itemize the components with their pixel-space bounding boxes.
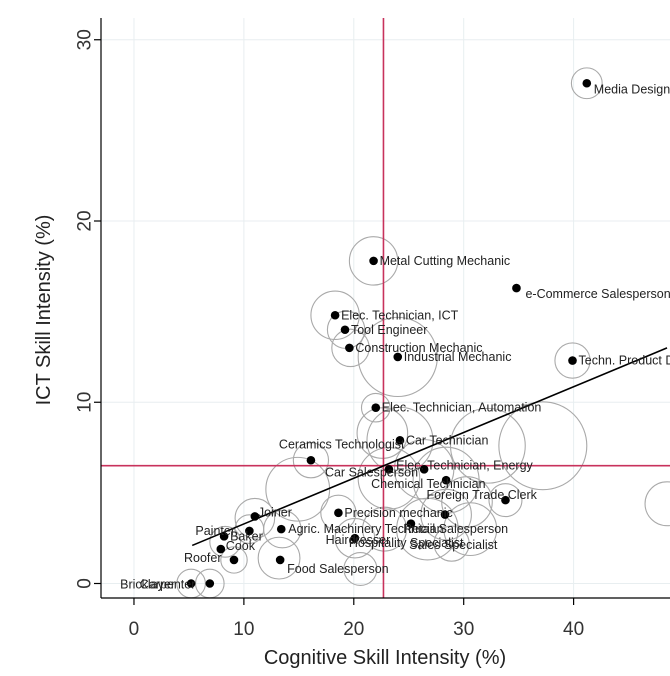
data-point — [582, 79, 591, 88]
x-axis-title: Cognitive Skill Intensity (%) — [264, 647, 506, 669]
point-label: Metal Cutting Mechanic — [380, 254, 511, 268]
point-label-layer: Media Designer Metal Cutting Mechanic e-Co… — [120, 82, 670, 591]
x-tick-label: 40 — [563, 619, 584, 640]
data-point — [331, 311, 340, 320]
point-label: Elec. Technician, ICT — [341, 308, 459, 322]
data-point — [568, 356, 577, 365]
y-axis-title: ICT Skill Intensity (%) — [33, 215, 55, 406]
bubble — [645, 482, 670, 526]
point-label: Media Designer — [594, 82, 670, 96]
y-tick-label: 20 — [75, 210, 96, 231]
point-label: Techn. Product Designer — [579, 354, 670, 368]
point-label: Foreign Trade Clerk — [426, 488, 537, 502]
point-label: Car Technician — [406, 433, 489, 447]
x-tick-label: 20 — [343, 619, 364, 640]
point-label: Sales Specialist — [409, 538, 498, 552]
x-tick-label: 10 — [233, 619, 254, 640]
y-tick-label: 10 — [75, 392, 96, 413]
data-point — [371, 403, 380, 412]
x-tick-label: 30 — [453, 619, 474, 640]
point-label: Joiner — [258, 505, 292, 519]
data-point — [345, 344, 354, 353]
data-point — [334, 509, 343, 518]
point-label: Food Salesperson — [287, 562, 389, 576]
point-label: e-Commerce Salesperson — [525, 287, 670, 301]
x-tick-label: 0 — [129, 619, 140, 640]
data-point — [341, 325, 350, 334]
point-label: Ceramics Technologist — [279, 437, 405, 451]
y-tick-label: 30 — [75, 29, 96, 50]
point-label: Precision mechanic — [344, 506, 452, 520]
point-label: Carpenter — [140, 578, 196, 592]
point-label: Elec. Technician, Automation — [382, 401, 542, 415]
data-point — [230, 556, 239, 565]
point-label: Painter — [195, 524, 235, 538]
point-label: Cook — [226, 539, 256, 553]
data-point — [206, 579, 215, 588]
data-point — [512, 284, 521, 293]
point-label: Elec. Technician, Energy — [396, 458, 533, 472]
point-label: Industrial Mechanic — [404, 350, 512, 364]
point-label: Roofer — [184, 551, 222, 565]
point-label: Retail Salesperson — [403, 522, 508, 536]
data-point — [276, 556, 285, 565]
y-tick-label: 0 — [75, 578, 96, 589]
point-label: Tool Engineer — [351, 323, 427, 337]
data-point — [369, 257, 378, 266]
data-point — [277, 525, 286, 534]
data-point — [307, 456, 316, 465]
